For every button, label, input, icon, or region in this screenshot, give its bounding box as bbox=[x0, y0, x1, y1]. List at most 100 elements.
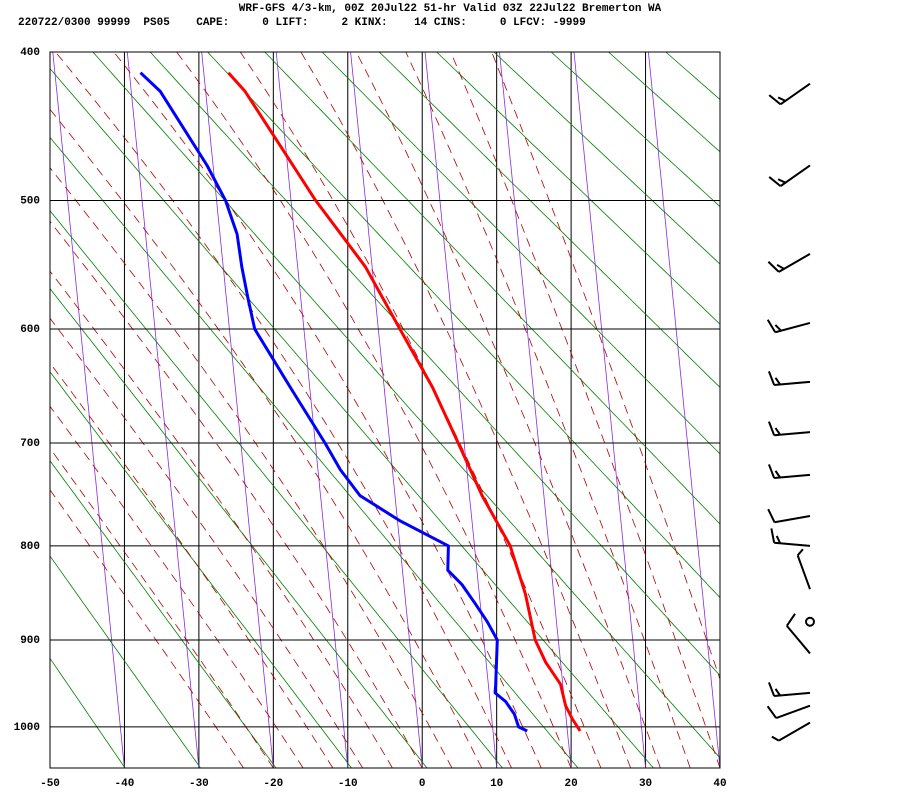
barb-feather bbox=[796, 548, 804, 557]
dry-adiabat bbox=[50, 288, 428, 768]
y-tick-label: 800 bbox=[20, 541, 40, 553]
barb-feather bbox=[767, 464, 776, 479]
moist-adiabat bbox=[50, 167, 453, 768]
isotherm bbox=[573, 52, 646, 768]
barb-staff bbox=[775, 704, 811, 719]
dry-adiabat bbox=[50, 555, 201, 768]
moist-adiabat bbox=[50, 220, 423, 768]
x-tick-label: -30 bbox=[189, 778, 209, 790]
dry-adiabat bbox=[149, 52, 720, 677]
barb-feather bbox=[767, 682, 776, 697]
chart-subtitle: 220722/0300 99999 PS05 CAPE: 0 LIFT: 2 K… bbox=[18, 17, 586, 29]
isotherm bbox=[275, 52, 349, 768]
y-tick-label: 500 bbox=[20, 195, 40, 207]
chart-title: WRF-GFS 4/3-km, 00Z 20Jul22 51-hr Valid … bbox=[239, 3, 662, 15]
barb-feather bbox=[768, 94, 782, 106]
barb-feather bbox=[774, 324, 782, 332]
wind-barb bbox=[767, 508, 811, 524]
moist-adiabat bbox=[50, 270, 393, 768]
barb-feather bbox=[767, 508, 776, 523]
barb-staff bbox=[778, 721, 811, 742]
barb-staff bbox=[774, 473, 811, 480]
wind-barb bbox=[770, 528, 811, 547]
moist-adiabat bbox=[55, 52, 512, 768]
isotherm bbox=[499, 52, 572, 768]
barb-feather bbox=[774, 377, 781, 386]
isotherm bbox=[350, 52, 423, 768]
wind-barb bbox=[768, 164, 811, 187]
barb-feather bbox=[768, 176, 782, 187]
y-tick-label: 900 bbox=[20, 635, 40, 647]
barb-feather bbox=[774, 470, 781, 479]
wind-barb bbox=[767, 371, 811, 386]
barb-feather bbox=[774, 427, 781, 436]
barb-feather bbox=[786, 613, 796, 627]
dry-adiabat bbox=[50, 68, 654, 768]
wind-barb bbox=[767, 253, 811, 273]
profile-line bbox=[139, 71, 528, 733]
barb-feather bbox=[771, 735, 780, 742]
barb-feather bbox=[776, 263, 785, 270]
x-tick-label: 30 bbox=[639, 778, 652, 790]
x-tick-label: 10 bbox=[490, 778, 503, 790]
barb-feather bbox=[777, 178, 786, 184]
profile-line bbox=[227, 71, 582, 732]
dry-adiabat bbox=[50, 657, 126, 768]
x-tick-label: 0 bbox=[419, 778, 426, 790]
dry-adiabat bbox=[493, 52, 720, 265]
moist-adiabat bbox=[450, 52, 720, 768]
x-tick-label: 20 bbox=[565, 778, 578, 790]
wind-barb bbox=[766, 704, 811, 719]
dry-adiabat bbox=[436, 52, 720, 325]
wind-barb bbox=[768, 82, 811, 106]
wind-barb bbox=[796, 548, 811, 590]
isotherm bbox=[52, 52, 125, 768]
barb-staff bbox=[774, 515, 811, 524]
wind-barb bbox=[786, 613, 811, 655]
dry-adiabat bbox=[50, 460, 277, 768]
wind-barb bbox=[767, 464, 811, 480]
dry-adiabat bbox=[92, 52, 720, 759]
dry-adiabat bbox=[50, 371, 352, 768]
barb-feather bbox=[770, 528, 776, 543]
wind-barb bbox=[767, 682, 811, 698]
x-tick-label: -50 bbox=[40, 778, 60, 790]
calm-circle bbox=[805, 616, 815, 627]
isotherm bbox=[201, 52, 274, 768]
moist-adiabat bbox=[50, 405, 304, 768]
barb-feather bbox=[766, 319, 777, 333]
wind-barb bbox=[767, 421, 811, 437]
y-tick-label: 600 bbox=[20, 324, 40, 336]
wind-barb bbox=[766, 319, 811, 334]
barb-staff bbox=[796, 555, 811, 590]
wind-barb bbox=[771, 721, 811, 742]
dry-adiabat bbox=[321, 52, 720, 455]
x-tick-label: 40 bbox=[713, 778, 726, 790]
dry-adiabat bbox=[379, 52, 720, 388]
dry-adiabat bbox=[207, 52, 720, 599]
wind-barb bbox=[805, 616, 815, 627]
moist-adiabat bbox=[50, 317, 364, 768]
barb-feather bbox=[767, 421, 776, 436]
x-tick-label: -40 bbox=[115, 778, 135, 790]
barb-feather bbox=[775, 535, 782, 544]
barb-feather bbox=[767, 371, 776, 386]
y-tick-label: 700 bbox=[20, 438, 40, 450]
moist-adiabat bbox=[491, 52, 720, 681]
dry-adiabat bbox=[50, 136, 579, 768]
moist-adiabat bbox=[405, 52, 691, 768]
barb-feather bbox=[767, 261, 780, 273]
moist-adiabat bbox=[50, 489, 244, 768]
x-tick-label: -10 bbox=[338, 778, 358, 790]
moist-adiabat bbox=[239, 52, 602, 768]
moist-adiabat bbox=[50, 447, 274, 768]
moist-adiabat bbox=[355, 52, 661, 768]
dry-adiabat bbox=[50, 210, 503, 768]
y-tick-label: 400 bbox=[20, 47, 40, 59]
barb-staff bbox=[786, 625, 811, 655]
moist-adiabat bbox=[300, 52, 632, 768]
barb-feather bbox=[766, 705, 777, 719]
